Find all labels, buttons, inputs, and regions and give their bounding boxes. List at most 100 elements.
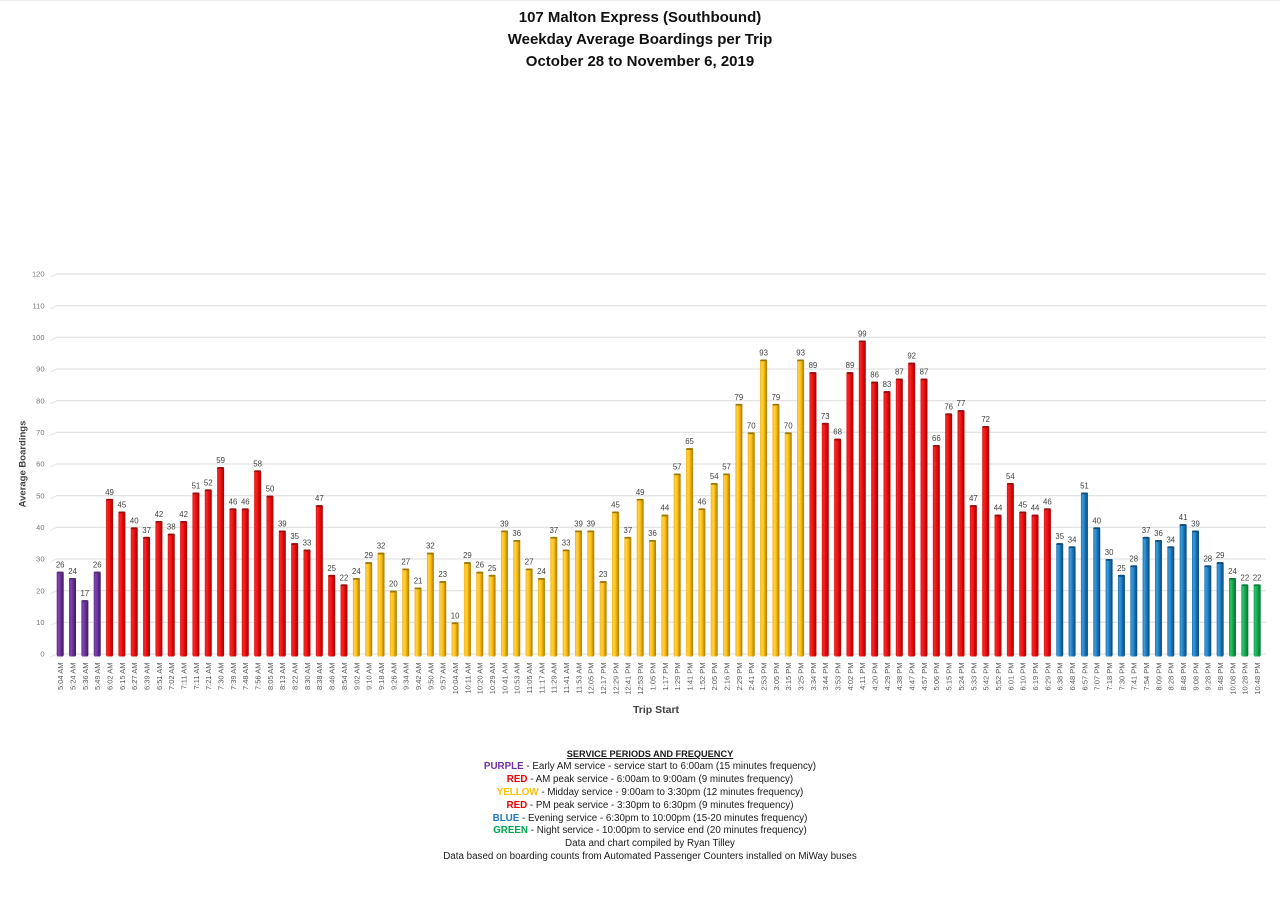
svg-text:40: 40 <box>36 523 44 532</box>
svg-text:24: 24 <box>68 567 77 576</box>
svg-text:3:34 PM: 3:34 PM <box>809 663 818 691</box>
svg-text:2:29 PM: 2:29 PM <box>735 663 744 691</box>
svg-text:37: 37 <box>1142 526 1151 535</box>
svg-text:80: 80 <box>36 396 44 405</box>
svg-text:21: 21 <box>414 577 423 586</box>
svg-text:11:53 AM: 11:53 AM <box>574 663 583 694</box>
svg-text:44: 44 <box>994 504 1003 513</box>
svg-text:1:52 PM: 1:52 PM <box>698 663 707 691</box>
svg-text:7:18 PM: 7:18 PM <box>1105 663 1114 691</box>
svg-text:12:41 PM: 12:41 PM <box>624 663 633 695</box>
svg-text:10: 10 <box>36 618 44 627</box>
svg-text:23: 23 <box>438 570 447 579</box>
svg-text:9:48 PM: 9:48 PM <box>1216 663 1225 691</box>
svg-text:50: 50 <box>266 485 275 494</box>
svg-text:27: 27 <box>401 558 410 567</box>
svg-text:9:28 PM: 9:28 PM <box>1204 663 1213 691</box>
svg-text:65: 65 <box>685 437 694 446</box>
svg-text:57: 57 <box>722 463 731 472</box>
svg-text:25: 25 <box>327 564 336 573</box>
svg-text:6:27 AM: 6:27 AM <box>130 663 139 691</box>
svg-text:4:38 PM: 4:38 PM <box>895 663 904 691</box>
svg-text:8:05 AM: 8:05 AM <box>266 663 275 691</box>
svg-text:30: 30 <box>1105 548 1114 557</box>
svg-text:37: 37 <box>549 526 558 535</box>
svg-text:10: 10 <box>451 611 460 620</box>
svg-text:1:05 PM: 1:05 PM <box>648 663 657 691</box>
svg-text:5:06 PM: 5:06 PM <box>932 663 941 691</box>
svg-text:9:57 AM: 9:57 AM <box>439 663 448 691</box>
svg-text:47: 47 <box>315 494 324 503</box>
svg-text:10:11 AM: 10:11 AM <box>463 663 472 694</box>
svg-text:39: 39 <box>574 520 583 529</box>
svg-text:1:17 PM: 1:17 PM <box>661 663 670 691</box>
svg-text:49: 49 <box>636 488 645 497</box>
svg-text:9:02 AM: 9:02 AM <box>352 663 361 691</box>
svg-text:5:04 AM: 5:04 AM <box>56 663 65 691</box>
svg-text:39: 39 <box>278 520 287 529</box>
svg-text:89: 89 <box>809 361 818 370</box>
svg-text:25: 25 <box>488 564 497 573</box>
svg-text:51: 51 <box>1080 482 1089 491</box>
svg-text:70: 70 <box>784 421 793 430</box>
svg-text:32: 32 <box>426 542 435 551</box>
svg-text:5:24 AM: 5:24 AM <box>68 663 77 691</box>
svg-text:76: 76 <box>944 402 953 411</box>
svg-text:3:53 PM: 3:53 PM <box>834 663 843 691</box>
svg-text:7:07 PM: 7:07 PM <box>1093 663 1102 691</box>
svg-text:26: 26 <box>93 561 102 570</box>
svg-text:7:11 AM: 7:11 AM <box>192 663 201 690</box>
svg-text:25: 25 <box>1117 564 1126 573</box>
svg-text:79: 79 <box>772 393 781 402</box>
svg-text:29: 29 <box>1216 551 1225 560</box>
svg-text:12:53 PM: 12:53 PM <box>636 663 645 695</box>
svg-text:7:41 PM: 7:41 PM <box>1130 663 1139 691</box>
svg-text:33: 33 <box>303 539 312 548</box>
svg-text:7:21 AM: 7:21 AM <box>204 663 213 691</box>
svg-text:44: 44 <box>661 504 670 513</box>
svg-text:10:28 PM: 10:28 PM <box>1241 663 1250 695</box>
svg-text:34: 34 <box>1068 535 1077 544</box>
svg-text:46: 46 <box>1043 497 1052 506</box>
svg-text:8:28 PM: 8:28 PM <box>1167 663 1176 691</box>
svg-text:8:46 AM: 8:46 AM <box>328 663 337 691</box>
svg-text:58: 58 <box>253 459 262 468</box>
svg-text:46: 46 <box>229 497 238 506</box>
svg-text:11:29 AM: 11:29 AM <box>550 663 559 694</box>
svg-text:32: 32 <box>377 542 386 551</box>
svg-text:28: 28 <box>1203 554 1212 563</box>
svg-text:83: 83 <box>883 380 892 389</box>
svg-text:59: 59 <box>216 456 225 465</box>
svg-text:5:49 AM: 5:49 AM <box>93 663 102 691</box>
svg-text:22: 22 <box>1253 573 1262 582</box>
svg-text:47: 47 <box>969 494 978 503</box>
svg-text:10:29 AM: 10:29 AM <box>488 663 497 695</box>
svg-text:2:53 PM: 2:53 PM <box>759 663 768 691</box>
svg-text:4:57 PM: 4:57 PM <box>920 663 929 691</box>
svg-text:Trip Start: Trip Start <box>633 704 680 716</box>
svg-text:24: 24 <box>1228 567 1237 576</box>
svg-text:90: 90 <box>36 365 44 374</box>
svg-text:100: 100 <box>32 333 45 342</box>
svg-text:40: 40 <box>130 516 139 525</box>
svg-text:60: 60 <box>36 460 44 469</box>
svg-text:24: 24 <box>537 567 546 576</box>
svg-text:7:11 AM: 7:11 AM <box>180 663 189 690</box>
svg-text:3:05 PM: 3:05 PM <box>772 663 781 691</box>
svg-text:20: 20 <box>389 580 398 589</box>
svg-text:66: 66 <box>932 434 941 443</box>
svg-text:57: 57 <box>673 463 682 472</box>
svg-text:12:29 PM: 12:29 PM <box>611 663 620 695</box>
svg-text:45: 45 <box>611 501 620 510</box>
svg-text:10:48 PM: 10:48 PM <box>1253 663 1262 695</box>
svg-text:8:30 AM: 8:30 AM <box>303 663 312 691</box>
svg-text:9:08 PM: 9:08 PM <box>1191 663 1200 691</box>
svg-text:8:54 AM: 8:54 AM <box>340 663 349 691</box>
svg-text:7:56 AM: 7:56 AM <box>254 663 263 691</box>
svg-text:45: 45 <box>1018 501 1027 510</box>
svg-text:4:47 PM: 4:47 PM <box>908 663 917 691</box>
svg-text:5:52 PM: 5:52 PM <box>994 663 1003 691</box>
svg-text:20: 20 <box>36 586 44 595</box>
svg-text:8:09 PM: 8:09 PM <box>1154 663 1163 691</box>
svg-text:17: 17 <box>81 589 90 598</box>
